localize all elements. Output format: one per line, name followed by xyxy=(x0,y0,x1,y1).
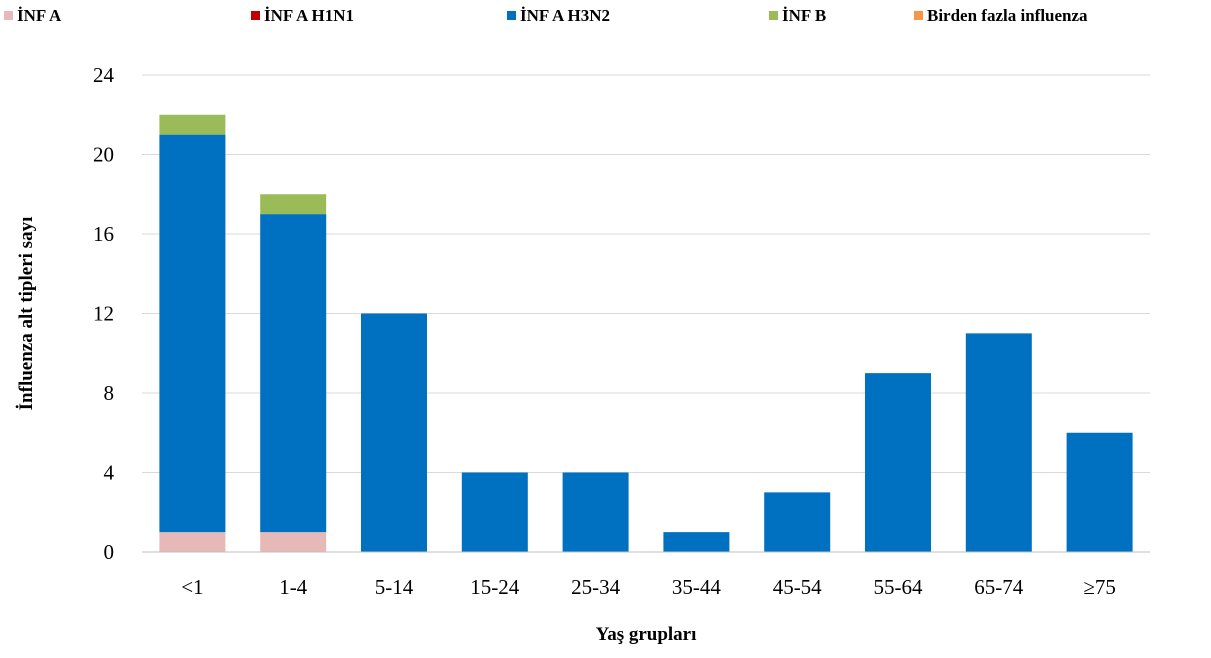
y-axis-ticks: 0 4 8 12 16 20 24 xyxy=(93,63,115,564)
x-tick-label: 35-44 xyxy=(672,575,721,599)
x-tick-label: <1 xyxy=(181,575,203,599)
bar-segment xyxy=(1066,432,1133,552)
legend-label: İNF A H1N1 xyxy=(264,6,354,25)
x-tick-label: 25-34 xyxy=(571,575,620,599)
bar-segment xyxy=(461,472,528,552)
y-tick-label: 24 xyxy=(93,63,115,87)
bar-segment xyxy=(663,532,730,552)
x-axis-title: Yaş grupları xyxy=(596,624,697,645)
bar-segment xyxy=(260,194,327,215)
legend-label: İNF B xyxy=(782,6,826,25)
bars xyxy=(159,114,1133,552)
bar-segment xyxy=(562,472,629,552)
x-tick-label: ≥75 xyxy=(1083,575,1116,599)
legend-swatch xyxy=(251,11,260,20)
y-tick-label: 8 xyxy=(104,381,115,405)
y-tick-label: 12 xyxy=(93,302,114,326)
bar-segment xyxy=(260,532,327,552)
legend: İNF A İNF A H1N1 İNF A H3N2 İNF B Birden faz… xyxy=(4,6,1088,25)
x-tick-label: 15-24 xyxy=(470,575,519,599)
bar-segment xyxy=(865,373,931,552)
bar-segment xyxy=(965,333,1032,552)
legend-swatch xyxy=(507,11,516,20)
x-axis-ticks: <1 1-4 5-14 15-24 25-34 35-44 45-54 55-64 65-74 ≥… xyxy=(181,575,1116,599)
x-tick-label: 65-74 xyxy=(974,575,1023,599)
bar-segment xyxy=(159,114,226,135)
y-axis-title: İnfluenza alt tipleri sayı xyxy=(16,217,37,411)
legend-label: İNF A H3N2 xyxy=(520,6,610,25)
x-tick-label: 45-54 xyxy=(773,575,822,599)
legend-swatch xyxy=(914,11,923,20)
bar-segment xyxy=(159,134,226,533)
x-tick-label: 5-14 xyxy=(375,575,414,599)
legend-label: Birden fazla influenza xyxy=(927,6,1088,25)
legend-swatch xyxy=(4,11,13,20)
legend-swatch xyxy=(769,11,778,20)
x-tick-label: 55-64 xyxy=(874,575,923,599)
y-tick-label: 16 xyxy=(93,222,114,246)
legend-label: İNF A xyxy=(17,6,62,25)
y-tick-label: 4 xyxy=(104,461,115,485)
bar-segment xyxy=(260,214,327,533)
bar-segment xyxy=(361,313,427,552)
bar-segment xyxy=(159,532,226,552)
bar-segment xyxy=(764,492,831,552)
y-tick-label: 0 xyxy=(104,540,115,564)
x-tick-label: 1-4 xyxy=(279,575,307,599)
y-tick-label: 20 xyxy=(93,143,114,167)
